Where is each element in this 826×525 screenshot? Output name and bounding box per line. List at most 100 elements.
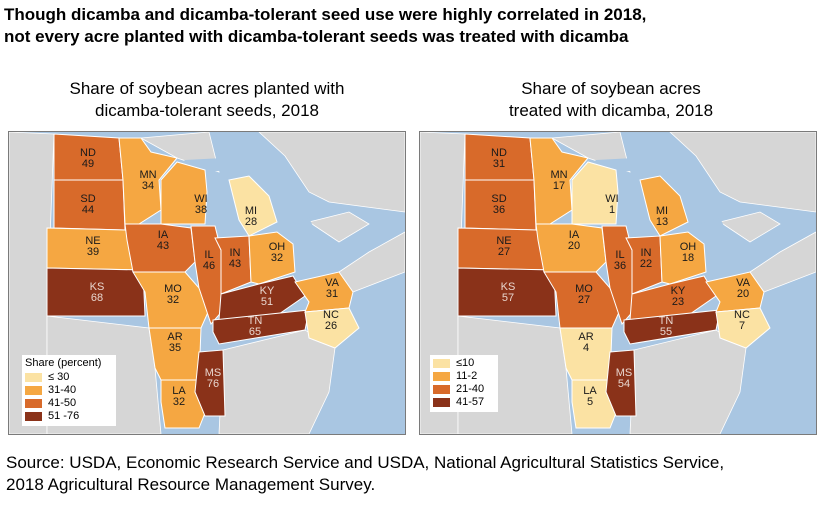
left-state-code-nc: NC <box>323 309 339 321</box>
right-legend-item-2: 21-40 <box>433 383 495 396</box>
right-map-subtitle: Share of soybean acres treated with dica… <box>446 78 776 122</box>
right-legend-label-1: 11-2 <box>456 370 478 382</box>
left-lake-1 <box>205 172 223 232</box>
left-state-code-va: VA <box>325 277 340 289</box>
left-legend-item-0: ≤ 30 <box>25 371 113 384</box>
left-legend-label-2: 41-50 <box>48 397 77 409</box>
right-state-value-ar: 4 <box>583 342 589 354</box>
source-note: Source: USDA, Economic Research Service … <box>6 452 822 496</box>
left-state-value-oh: 32 <box>271 252 283 264</box>
left-state-value-ky: 51 <box>261 296 273 308</box>
left-state-code-ky: KY <box>260 285 275 297</box>
right-legend-label-2: 21-40 <box>456 383 485 395</box>
left-other-land-5 <box>258 132 405 213</box>
left-state-code-ks: KS <box>90 281 105 293</box>
left-state-il <box>190 225 226 325</box>
right-state-value-il: 36 <box>614 260 626 272</box>
right-lake-4 <box>706 204 742 220</box>
left-other-land-6 <box>308 211 370 243</box>
right-state-code-wi: WI <box>605 193 618 205</box>
left-map-subtitle-line-2: dicamba-tolerant seeds, 2018 <box>95 101 319 120</box>
right-state-mo <box>543 271 621 329</box>
left-state-value-mo: 32 <box>167 294 179 306</box>
right-state-code-mn: MN <box>550 169 567 181</box>
right-state-code-nc: NC <box>734 309 750 321</box>
source-line-1: Source: USDA, Economic Research Service … <box>6 453 725 472</box>
right-state-value-in: 22 <box>640 258 652 270</box>
left-state-tn <box>212 309 310 345</box>
right-state-code-la: LA <box>583 385 597 397</box>
right-state-value-mn: 17 <box>553 180 565 192</box>
left-state-wi <box>160 161 208 225</box>
right-state-value-mi: 13 <box>656 216 668 228</box>
right-state-value-oh: 18 <box>682 252 694 264</box>
left-legend-title: Share (percent) <box>25 357 102 369</box>
right-legend-swatch-1 <box>433 372 450 381</box>
left-state-code-mn: MN <box>139 169 156 181</box>
right-state-ks <box>457 267 557 317</box>
left-state-value-ne: 39 <box>87 246 99 258</box>
left-state-value-ia: 43 <box>157 240 169 252</box>
left-map-subtitle: Share of soybean acres planted with dica… <box>42 78 372 122</box>
left-state-value-mn: 34 <box>142 180 154 192</box>
right-state-value-va: 20 <box>737 288 749 300</box>
right-state-code-tn: TN <box>659 315 674 327</box>
right-state-code-mo: MO <box>575 283 593 295</box>
right-state-value-ms: 54 <box>618 378 630 390</box>
right-state-value-sd: 36 <box>493 204 505 216</box>
right-state-code-ar: AR <box>578 331 593 343</box>
right-state-tn <box>623 309 721 345</box>
right-legend-label-3: 41-57 <box>456 396 485 408</box>
left-legend-rows: ≤ 30 31-40 41-50 51 -76 <box>25 371 113 423</box>
left-state-code-ar: AR <box>167 331 182 343</box>
right-state-value-la: 5 <box>587 396 593 408</box>
right-state-il <box>601 225 637 325</box>
left-legend-item-2: 41-50 <box>25 397 113 410</box>
left-map-subtitle-line-1: Share of soybean acres planted with <box>69 79 345 98</box>
left-state-value-la: 32 <box>173 396 185 408</box>
left-legend-label-3: 51 -76 <box>48 410 80 422</box>
right-state-value-ne: 27 <box>498 246 510 258</box>
left-legend-label-1: 31-40 <box>48 384 77 396</box>
left-map-legend: Share (percent) ≤ 30 31-40 41-50 51 -76 <box>22 355 116 426</box>
left-state-mo <box>132 271 210 329</box>
left-state-ks <box>46 267 146 317</box>
right-state-code-in: IN <box>641 247 652 259</box>
left-state-value-il: 46 <box>203 260 215 272</box>
left-state-value-nd: 49 <box>82 158 94 170</box>
right-state-code-ky: KY <box>671 285 686 297</box>
right-state-code-ia: IA <box>569 229 580 241</box>
left-state-mn <box>118 137 178 225</box>
right-legend-item-3: 41-57 <box>433 396 495 409</box>
left-state-code-ia: IA <box>158 229 169 241</box>
right-state-code-il: IL <box>615 249 624 261</box>
left-state-code-ms: MS <box>205 367 222 379</box>
left-state-code-mo: MO <box>164 283 182 295</box>
source-line-2: 2018 Agricultural Resource Management Su… <box>6 475 376 494</box>
right-state-code-oh: OH <box>680 241 697 253</box>
right-legend-swatch-0 <box>433 359 450 368</box>
right-state-nc <box>715 307 771 349</box>
right-state-mi <box>639 175 689 237</box>
headline-line-1: Though dicamba and dicamba-tolerant seed… <box>4 5 647 24</box>
right-state-value-ks: 57 <box>502 292 514 304</box>
right-state-value-ia: 20 <box>568 240 580 252</box>
left-legend-label-0: ≤ 30 <box>48 371 70 383</box>
left-state-code-ne: NE <box>85 235 100 247</box>
right-other-land-6 <box>719 211 781 243</box>
right-state-code-sd: SD <box>491 193 506 205</box>
left-legend-swatch-2 <box>25 399 42 408</box>
left-state-ia <box>124 223 196 273</box>
left-state-code-in: IN <box>230 247 241 259</box>
right-state-code-nd: ND <box>491 147 507 159</box>
left-legend-item-1: 31-40 <box>25 384 113 397</box>
right-state-value-nd: 31 <box>493 158 505 170</box>
left-state-value-sd: 44 <box>82 204 94 216</box>
right-legend-item-1: 11-2 <box>433 370 495 383</box>
left-state-code-il: IL <box>204 249 213 261</box>
right-legend-item-0: ≤10 <box>433 357 495 370</box>
left-state-code-wi: WI <box>194 193 207 205</box>
right-state-value-tn: 55 <box>660 326 672 338</box>
left-state-in <box>214 235 252 295</box>
right-legend-label-0: ≤10 <box>456 357 475 369</box>
